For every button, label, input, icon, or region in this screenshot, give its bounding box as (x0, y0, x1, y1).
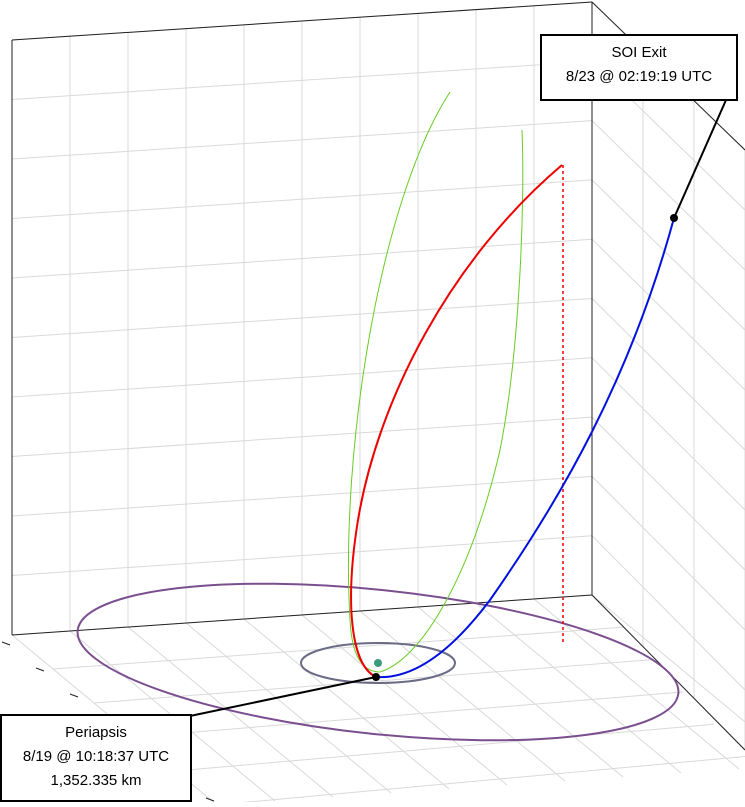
grid-line (591, 357, 745, 511)
grid-line (591, 535, 745, 691)
grid-line (127, 626, 334, 798)
periapsis-point (372, 673, 380, 681)
grid-line (591, 179, 745, 331)
grid-line (243, 618, 450, 790)
axes-box (11, 1, 745, 751)
grid-line (475, 602, 682, 774)
grid-line (591, 298, 745, 451)
grid-line (591, 476, 745, 631)
soi-exit-point (670, 214, 678, 222)
annotation-text: Periapsis (65, 724, 127, 741)
grid-line (11, 475, 593, 517)
grid-line (134, 691, 684, 738)
red-trajectory (350, 164, 563, 678)
grid-line (301, 614, 508, 786)
grid-line (417, 606, 624, 778)
grid-line (591, 238, 745, 391)
grid-line (185, 622, 392, 794)
grid-line (205, 797, 215, 802)
annotation-box (540, 34, 738, 101)
grid-line (591, 594, 745, 723)
inner-orbit (300, 642, 456, 684)
grid-line (215, 756, 745, 806)
grid-line (591, 120, 745, 271)
grid-line (11, 535, 593, 576)
body (374, 659, 382, 667)
grid-line (93, 659, 654, 704)
grid-line (533, 598, 740, 770)
leader-line (673, 99, 727, 219)
annotation-text: 8/23 @ 02:19:19 UTC (566, 68, 712, 85)
annotation-text: SOI Exit (611, 44, 667, 61)
annotation-box (0, 714, 192, 802)
grid-line (69, 693, 79, 698)
grid-line (175, 723, 715, 772)
grid-line (11, 416, 593, 457)
grid-line (35, 667, 45, 672)
grid-line (359, 610, 566, 782)
annotation-text: 8/19 @ 10:18:37 UTC (23, 748, 169, 765)
blue-trajectory (375, 217, 675, 679)
grid-line (591, 416, 745, 571)
outer-orbit (76, 582, 680, 742)
green-trajectory (348, 91, 524, 673)
grid-line (11, 357, 593, 398)
leader-line (189, 676, 377, 717)
annotation-text: 1,352.335 km (51, 772, 142, 789)
grid-line (1, 641, 11, 646)
grid-line (52, 626, 623, 670)
